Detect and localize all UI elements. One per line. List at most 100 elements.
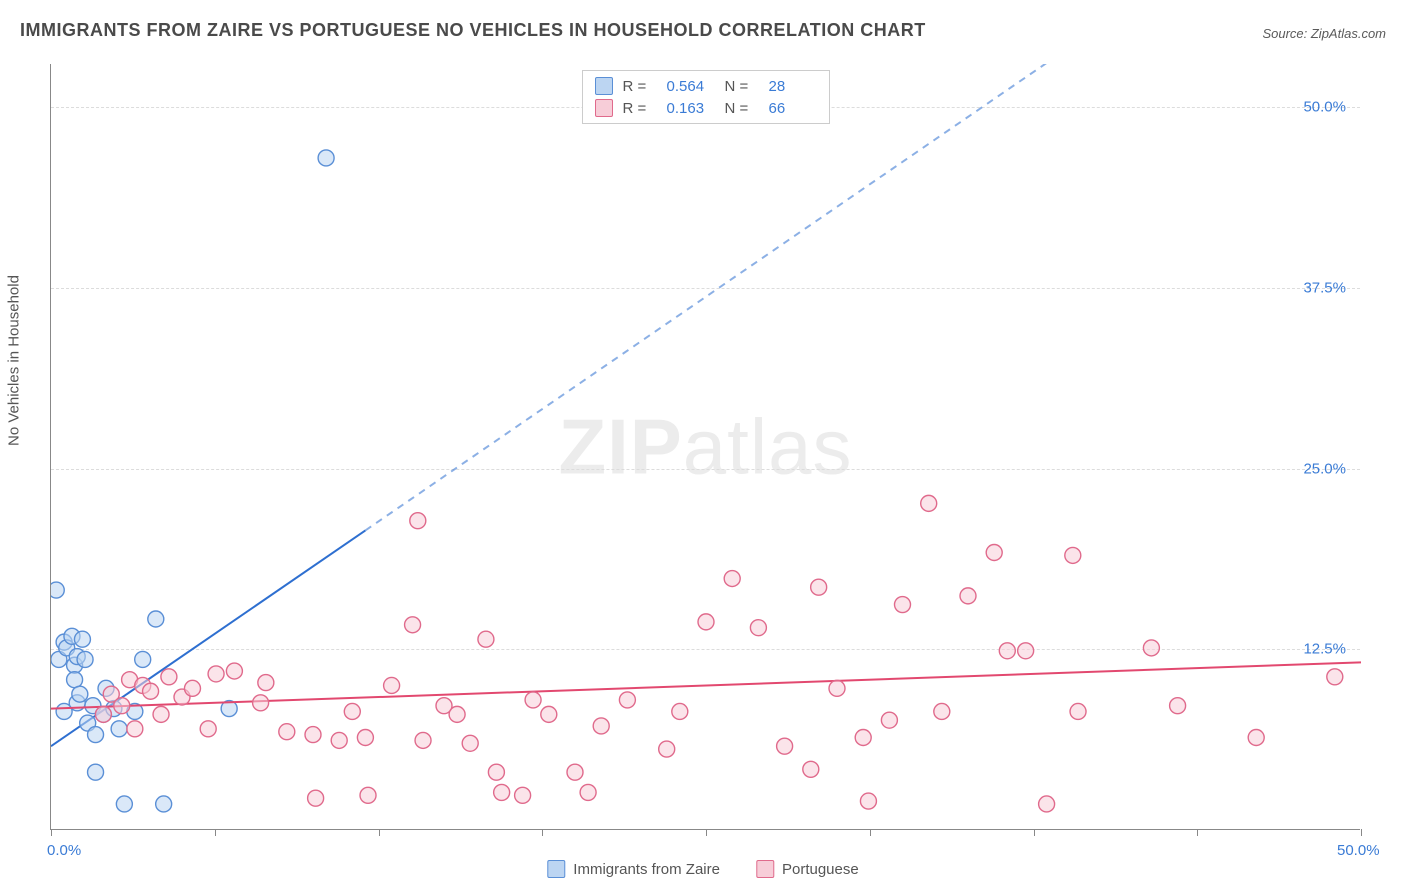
data-point xyxy=(960,588,976,604)
data-point xyxy=(156,796,172,812)
legend-label-portuguese: Portuguese xyxy=(782,861,859,878)
n-value-zaire: 28 xyxy=(769,78,817,95)
data-point xyxy=(811,579,827,595)
data-point xyxy=(724,571,740,587)
x-tick xyxy=(870,829,871,836)
n-value-portuguese: 66 xyxy=(769,100,817,117)
data-point xyxy=(462,735,478,751)
data-point xyxy=(488,764,504,780)
data-point xyxy=(415,732,431,748)
legend-item-zaire: Immigrants from Zaire xyxy=(547,860,720,878)
n-label: N = xyxy=(725,100,759,117)
x-tick xyxy=(1361,829,1362,836)
data-point xyxy=(659,741,675,757)
data-point xyxy=(253,695,269,711)
data-point xyxy=(593,718,609,734)
data-point xyxy=(51,582,64,598)
data-point xyxy=(95,706,111,722)
data-point xyxy=(672,703,688,719)
data-point xyxy=(567,764,583,780)
data-point xyxy=(777,738,793,754)
n-label: N = xyxy=(725,78,759,95)
data-point xyxy=(305,727,321,743)
data-point xyxy=(1070,703,1086,719)
legend-row-portuguese: R = 0.163 N = 66 xyxy=(595,97,817,119)
x-tick xyxy=(542,829,543,836)
data-point xyxy=(200,721,216,737)
data-point xyxy=(881,712,897,728)
legend-label-zaire: Immigrants from Zaire xyxy=(573,861,720,878)
data-point xyxy=(384,677,400,693)
data-point xyxy=(279,724,295,740)
data-point xyxy=(357,730,373,746)
trend-line-1 xyxy=(51,662,1361,708)
data-point xyxy=(999,643,1015,659)
data-point xyxy=(449,706,465,722)
data-point xyxy=(67,672,83,688)
data-point xyxy=(88,764,104,780)
data-point xyxy=(895,597,911,613)
data-point xyxy=(258,675,274,691)
data-point xyxy=(184,680,200,696)
x-tick xyxy=(706,829,707,836)
r-label: R = xyxy=(623,78,657,95)
data-point xyxy=(1248,730,1264,746)
x-tick xyxy=(379,829,380,836)
data-point xyxy=(127,721,143,737)
data-point xyxy=(226,663,242,679)
data-point xyxy=(148,611,164,627)
data-point xyxy=(515,787,531,803)
data-point xyxy=(1143,640,1159,656)
x-tick-label: 50.0% xyxy=(1337,842,1380,859)
x-tick xyxy=(51,829,52,836)
data-point xyxy=(308,790,324,806)
data-point xyxy=(1170,698,1186,714)
data-point xyxy=(750,620,766,636)
swatch-icon xyxy=(547,860,565,878)
legend-row-zaire: R = 0.564 N = 28 xyxy=(595,75,817,97)
swatch-icon xyxy=(595,99,613,117)
data-point xyxy=(934,703,950,719)
data-point xyxy=(56,703,72,719)
data-point xyxy=(986,545,1002,561)
x-tick xyxy=(1034,829,1035,836)
data-point xyxy=(494,784,510,800)
data-point xyxy=(410,513,426,529)
swatch-icon xyxy=(595,77,613,95)
chart-container: IMMIGRANTS FROM ZAIRE VS PORTUGUESE NO V… xyxy=(0,0,1406,892)
data-point xyxy=(525,692,541,708)
data-point xyxy=(619,692,635,708)
x-tick xyxy=(215,829,216,836)
data-point xyxy=(116,796,132,812)
data-point xyxy=(143,683,159,699)
data-point xyxy=(803,761,819,777)
r-label: R = xyxy=(623,100,657,117)
r-value-zaire: 0.564 xyxy=(667,78,715,95)
data-point xyxy=(153,706,169,722)
data-point xyxy=(88,727,104,743)
data-point xyxy=(1018,643,1034,659)
data-point xyxy=(921,495,937,511)
data-point xyxy=(405,617,421,633)
r-value-portuguese: 0.163 xyxy=(667,100,715,117)
data-point xyxy=(1039,796,1055,812)
data-point xyxy=(580,784,596,800)
legend-item-portuguese: Portuguese xyxy=(756,860,859,878)
source-attribution: Source: ZipAtlas.com xyxy=(1262,26,1386,41)
data-point xyxy=(77,651,93,667)
data-point xyxy=(360,787,376,803)
series-legend: Immigrants from Zaire Portuguese xyxy=(547,860,858,878)
x-tick-label: 0.0% xyxy=(47,842,81,859)
data-point xyxy=(1327,669,1343,685)
data-point xyxy=(111,721,127,737)
chart-title: IMMIGRANTS FROM ZAIRE VS PORTUGUESE NO V… xyxy=(20,20,926,41)
y-axis-title: No Vehicles in Household xyxy=(6,275,23,446)
data-point xyxy=(541,706,557,722)
correlation-legend: R = 0.564 N = 28 R = 0.163 N = 66 xyxy=(582,70,830,124)
x-tick xyxy=(1197,829,1198,836)
data-point xyxy=(860,793,876,809)
data-point xyxy=(161,669,177,685)
swatch-icon xyxy=(756,860,774,878)
data-point xyxy=(135,651,151,667)
data-point xyxy=(114,698,130,714)
